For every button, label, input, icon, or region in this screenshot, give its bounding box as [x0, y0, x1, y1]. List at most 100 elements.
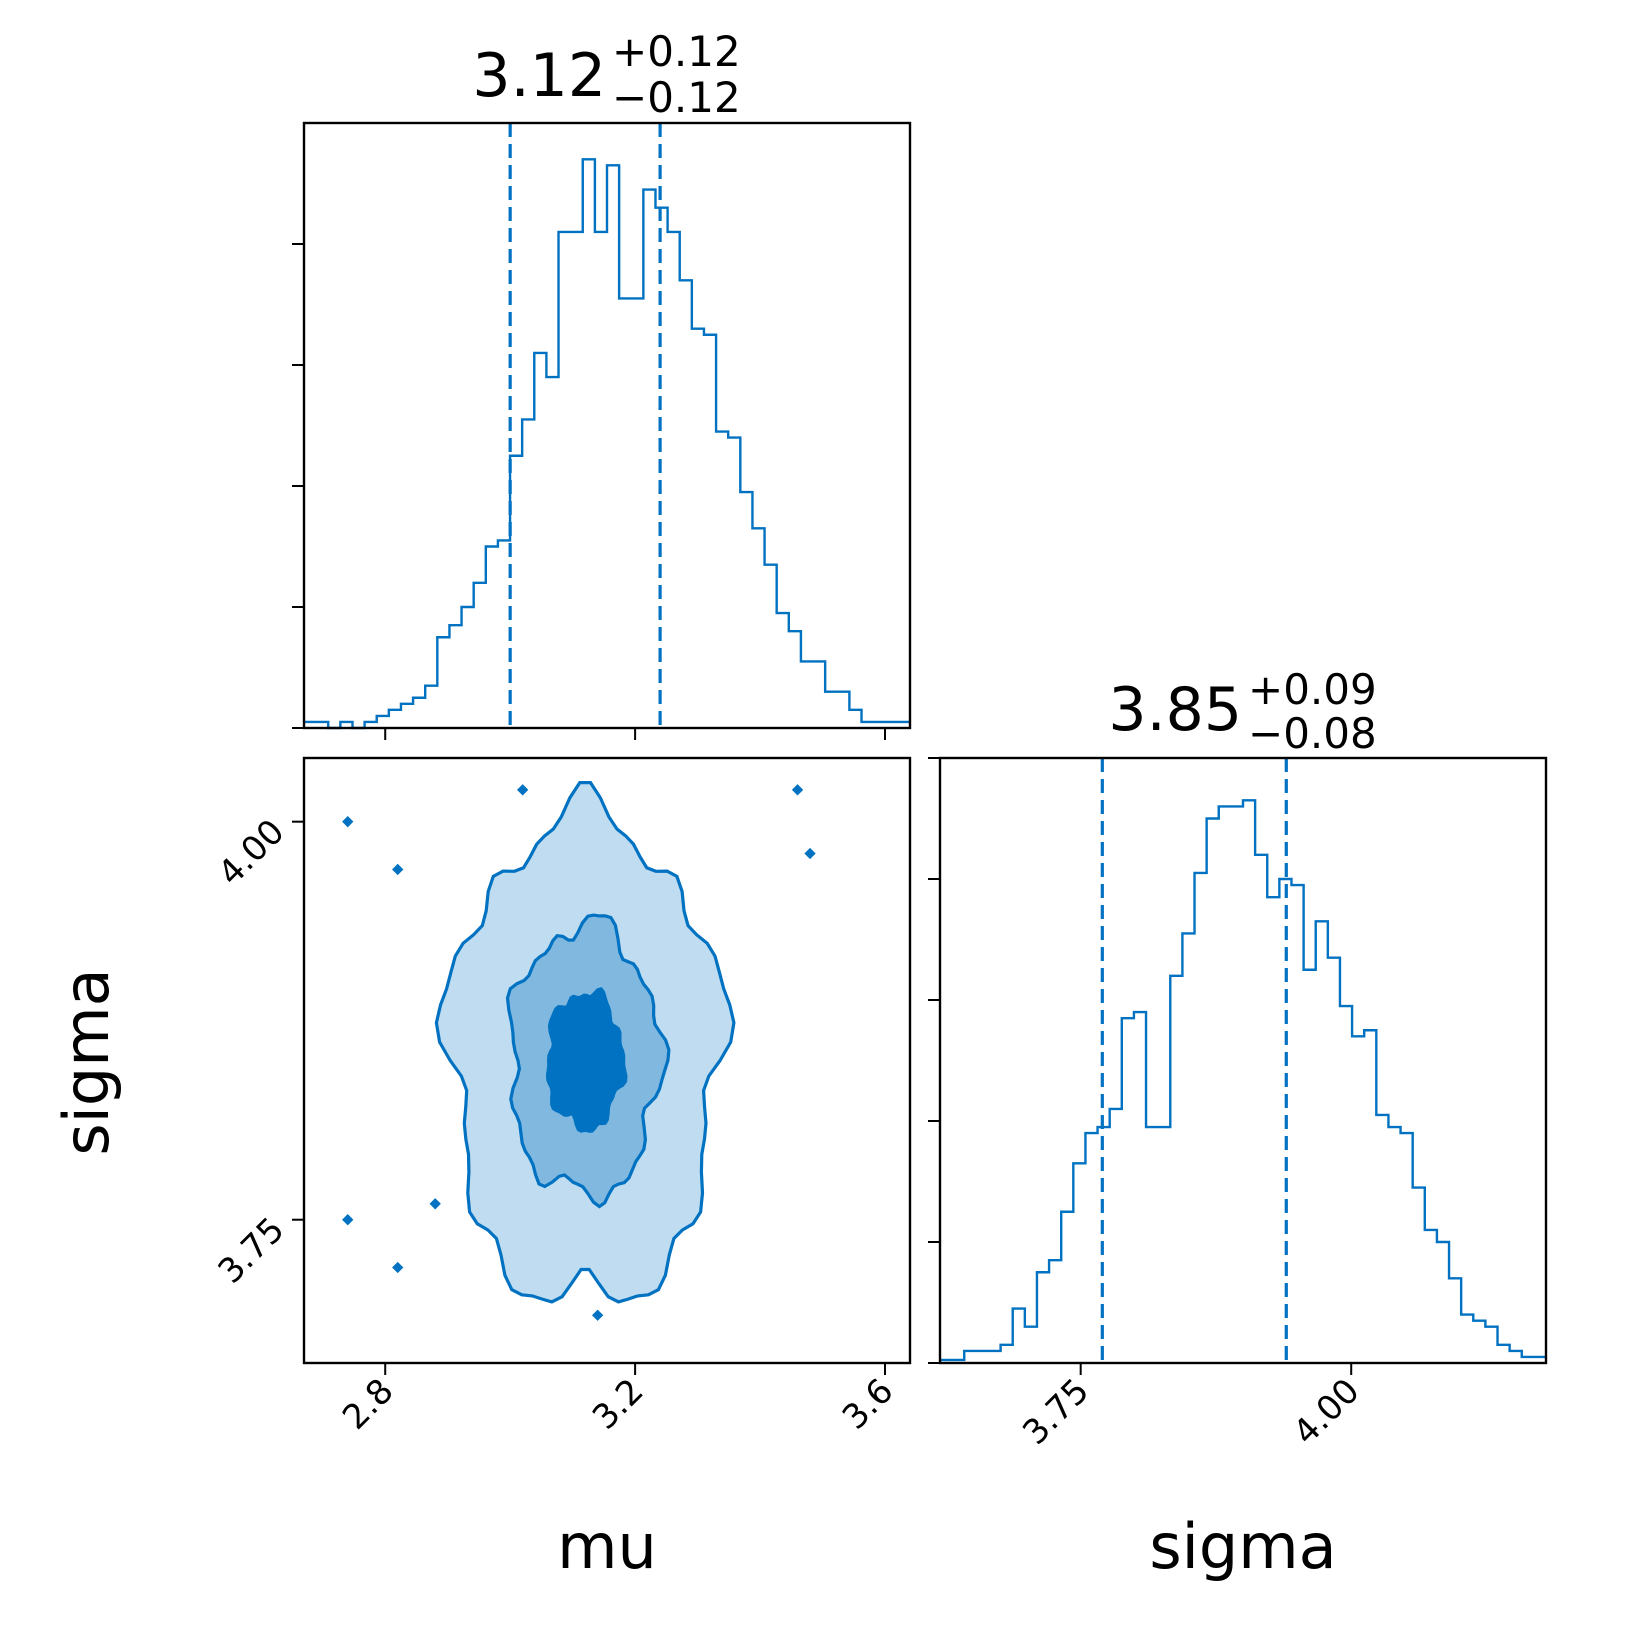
sigma-histogram-bin	[1182, 933, 1194, 1363]
sigma-histogram-bin	[1316, 921, 1328, 1363]
mu-histogram-bin	[486, 547, 498, 729]
mu-histogram-bin	[449, 625, 461, 728]
mu-histogram-bin	[389, 710, 401, 728]
sigma-histogram-bin	[1461, 1315, 1473, 1363]
sigma-title-plus: +0.09	[1248, 665, 1377, 714]
sigma-histogram-bin	[1122, 1018, 1134, 1363]
sigma-histogram-bin	[1170, 976, 1182, 1363]
sigma-x-tick-label: 3.75	[1015, 1371, 1097, 1453]
outlier-point	[429, 1198, 441, 1210]
contour-y-tick-label: 4.00	[211, 812, 293, 894]
sigma-histogram-bin	[1158, 1127, 1170, 1363]
mu-histogram-bin	[801, 661, 813, 728]
outlier-point	[342, 1214, 354, 1226]
mu-histogram-bin	[571, 232, 583, 728]
sigma-histogram-bin	[1207, 819, 1219, 1364]
mu-histogram-x-ticks	[384, 728, 887, 740]
outlier-point	[342, 816, 354, 828]
mu-histogram-bin	[619, 298, 631, 728]
mu-title-value: 3.12	[472, 41, 606, 111]
outlier-point	[517, 784, 529, 796]
sigma-histogram-bin	[1328, 958, 1340, 1363]
mu-sigma-contour-panel: 2.8 3.2 3.6 3.75 4.00 mu sigma	[50, 756, 912, 1583]
sigma-histogram-bin	[1340, 1006, 1352, 1363]
mu-histogram-bin	[765, 565, 777, 728]
mu-histogram-bin	[401, 704, 413, 728]
mu-histogram-bin	[425, 686, 437, 728]
mu-title-plus: +0.12	[612, 27, 741, 76]
outlier-point	[392, 1261, 404, 1274]
sigma-histogram-bin	[1473, 1321, 1485, 1363]
sigma-x-tick-label: 4.00	[1286, 1371, 1368, 1453]
contour-marks	[342, 781, 816, 1321]
mu-histogram-bin	[777, 613, 789, 728]
mu-histogram-bin	[849, 710, 861, 728]
mu-histogram-step	[304, 158, 910, 730]
outlier-point	[791, 784, 804, 796]
sigma-histogram-bin	[1485, 1327, 1497, 1363]
outlier-point	[804, 847, 816, 860]
contour-frame	[302, 756, 912, 1365]
sigma-histogram-bin	[1510, 1351, 1522, 1363]
mu-histogram-bin	[595, 232, 607, 728]
mu-histogram-bin	[413, 698, 425, 728]
mu-histogram-bin	[692, 329, 704, 728]
contour-x-tick-label: 3.6	[835, 1371, 902, 1438]
sigma-histogram-bin	[1195, 873, 1207, 1363]
mu-histogram-bin	[559, 232, 571, 728]
sigma-histogram-bin	[976, 1351, 988, 1363]
mu-histogram-bin	[789, 631, 801, 728]
mu-histogram-bin	[716, 432, 728, 728]
sigma-histogram-bin	[1110, 1109, 1122, 1363]
mu-title: 3.12	[472, 41, 606, 111]
sigma-histogram-bin	[1437, 1242, 1449, 1363]
mu-histogram-bin	[728, 438, 740, 728]
mu-histogram-bin	[546, 377, 558, 728]
mu-histogram-bin	[668, 232, 680, 728]
sigma-histogram-bin	[1243, 800, 1255, 1363]
sigma-histogram-frame	[938, 756, 1548, 1365]
mu-histogram-bin	[740, 492, 752, 728]
mu-histogram-bin	[534, 353, 546, 728]
sigma-histogram-bin	[1134, 1012, 1146, 1363]
contour-y-ticks: 3.75 4.00	[211, 812, 304, 1292]
sigma-histogram-bin	[1449, 1278, 1461, 1363]
sigma-histogram-bin	[1388, 1127, 1400, 1363]
sigma-histogram-bin	[1401, 1133, 1413, 1363]
sigma-histogram-bin	[1498, 1345, 1510, 1363]
sigma-histogram-x-ticks: 3.75 4.00	[1015, 1363, 1368, 1453]
mu-histogram-bin	[631, 298, 643, 728]
sigma-histogram-bin	[964, 1351, 976, 1363]
sigma-histogram-bin	[1001, 1345, 1013, 1363]
sigma-title-value: 3.85	[1108, 675, 1242, 745]
y-axis-label-sigma: sigma	[50, 968, 123, 1155]
mu-histogram-marks	[304, 123, 910, 730]
mu-histogram-bin	[498, 540, 510, 728]
sigma-histogram-bin	[1037, 1272, 1049, 1363]
mu-title-minus: −0.12	[612, 73, 741, 122]
sigma-histogram-bin	[1219, 806, 1231, 1363]
contour-x-tick-label: 2.8	[335, 1371, 402, 1438]
outlier-point	[392, 863, 404, 876]
contour-y-tick-label: 3.75	[211, 1210, 293, 1292]
contour-x-ticks: 2.8 3.2 3.6	[335, 1363, 901, 1438]
sigma-histogram-bin	[1146, 1127, 1158, 1363]
sigma-histogram-bin	[1425, 1230, 1437, 1363]
mu-histogram-bin	[377, 716, 389, 728]
mu-histogram-y-ticks	[292, 243, 304, 729]
mu-histogram-bin	[752, 528, 764, 728]
sigma-histogram-bin	[1291, 885, 1303, 1363]
mu-histogram-bin	[583, 159, 595, 728]
mu-histogram-bin	[437, 637, 449, 728]
mu-histogram-bin	[680, 280, 692, 728]
sigma-histogram-bin	[1049, 1260, 1061, 1363]
contour-level	[545, 987, 628, 1133]
sigma-histogram-step	[940, 799, 1546, 1362]
mu-histogram-bin	[474, 583, 486, 728]
sigma-histogram-bin	[1085, 1133, 1097, 1363]
outlier-point	[591, 1309, 604, 1321]
sigma-histogram-bin	[1231, 806, 1243, 1363]
sigma-histogram-bin	[1073, 1163, 1085, 1363]
sigma-histogram-bin	[1013, 1309, 1025, 1363]
